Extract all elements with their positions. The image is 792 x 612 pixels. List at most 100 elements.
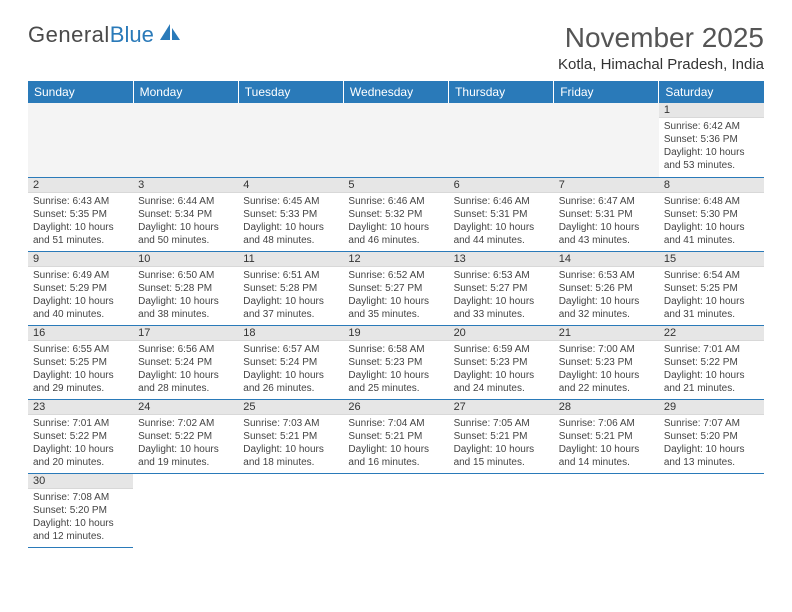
dayheader-wednesday: Wednesday bbox=[343, 81, 448, 103]
day-body: Sunrise: 7:06 AMSunset: 5:21 PMDaylight:… bbox=[554, 415, 659, 472]
day-cell: 27Sunrise: 7:05 AMSunset: 5:21 PMDayligh… bbox=[449, 399, 554, 473]
day-cell: 10Sunrise: 6:50 AMSunset: 5:28 PMDayligh… bbox=[133, 251, 238, 325]
day-cell: 16Sunrise: 6:55 AMSunset: 5:25 PMDayligh… bbox=[28, 325, 133, 399]
dayheader-monday: Monday bbox=[133, 81, 238, 103]
day-number: 29 bbox=[659, 400, 764, 415]
sunset-text: Sunset: 5:21 PM bbox=[243, 431, 317, 442]
day-cell: 28Sunrise: 7:06 AMSunset: 5:21 PMDayligh… bbox=[554, 399, 659, 473]
day-cell: 3Sunrise: 6:44 AMSunset: 5:34 PMDaylight… bbox=[133, 177, 238, 251]
day-cell: 14Sunrise: 6:53 AMSunset: 5:26 PMDayligh… bbox=[554, 251, 659, 325]
day-cell bbox=[238, 473, 343, 547]
daylight-text: Daylight: 10 hours and 43 minutes. bbox=[559, 222, 640, 246]
day-cell: 8Sunrise: 6:48 AMSunset: 5:30 PMDaylight… bbox=[659, 177, 764, 251]
sunrise-text: Sunrise: 7:03 AM bbox=[243, 418, 319, 429]
day-cell: 6Sunrise: 6:46 AMSunset: 5:31 PMDaylight… bbox=[449, 177, 554, 251]
sunrise-text: Sunrise: 6:48 AM bbox=[664, 196, 740, 207]
sunrise-text: Sunrise: 6:51 AM bbox=[243, 270, 319, 281]
sunrise-text: Sunrise: 6:59 AM bbox=[454, 344, 530, 355]
day-body: Sunrise: 6:57 AMSunset: 5:24 PMDaylight:… bbox=[238, 341, 343, 398]
day-body: Sunrise: 6:46 AMSunset: 5:32 PMDaylight:… bbox=[343, 193, 448, 250]
day-cell: 7Sunrise: 6:47 AMSunset: 5:31 PMDaylight… bbox=[554, 177, 659, 251]
daylight-text: Daylight: 10 hours and 20 minutes. bbox=[33, 444, 114, 468]
dayheader-tuesday: Tuesday bbox=[238, 81, 343, 103]
dayheader-thursday: Thursday bbox=[449, 81, 554, 103]
sunrise-text: Sunrise: 6:46 AM bbox=[348, 196, 424, 207]
day-cell: 5Sunrise: 6:46 AMSunset: 5:32 PMDaylight… bbox=[343, 177, 448, 251]
day-cell bbox=[343, 473, 448, 547]
day-number: 24 bbox=[133, 400, 238, 415]
day-body: Sunrise: 6:55 AMSunset: 5:25 PMDaylight:… bbox=[28, 341, 133, 398]
sunrise-text: Sunrise: 7:02 AM bbox=[138, 418, 214, 429]
sunset-text: Sunset: 5:20 PM bbox=[664, 431, 738, 442]
sunset-text: Sunset: 5:21 PM bbox=[348, 431, 422, 442]
sunset-text: Sunset: 5:23 PM bbox=[454, 357, 528, 368]
daylight-text: Daylight: 10 hours and 50 minutes. bbox=[138, 222, 219, 246]
day-number: 26 bbox=[343, 400, 448, 415]
sunset-text: Sunset: 5:29 PM bbox=[33, 283, 107, 294]
sunset-text: Sunset: 5:22 PM bbox=[33, 431, 107, 442]
daylight-text: Daylight: 10 hours and 33 minutes. bbox=[454, 296, 535, 320]
day-body: Sunrise: 7:02 AMSunset: 5:22 PMDaylight:… bbox=[133, 415, 238, 472]
day-number: 9 bbox=[28, 252, 133, 267]
day-number: 15 bbox=[659, 252, 764, 267]
day-number: 13 bbox=[449, 252, 554, 267]
sunrise-text: Sunrise: 6:54 AM bbox=[664, 270, 740, 281]
day-number: 22 bbox=[659, 326, 764, 341]
daylight-text: Daylight: 10 hours and 28 minutes. bbox=[138, 370, 219, 394]
day-body: Sunrise: 6:59 AMSunset: 5:23 PMDaylight:… bbox=[449, 341, 554, 398]
day-cell bbox=[133, 473, 238, 547]
day-body: Sunrise: 6:46 AMSunset: 5:31 PMDaylight:… bbox=[449, 193, 554, 250]
day-body: Sunrise: 6:50 AMSunset: 5:28 PMDaylight:… bbox=[133, 267, 238, 324]
day-body: Sunrise: 7:03 AMSunset: 5:21 PMDaylight:… bbox=[238, 415, 343, 472]
sail-icon bbox=[158, 22, 184, 48]
sunset-text: Sunset: 5:33 PM bbox=[243, 209, 317, 220]
sunset-text: Sunset: 5:25 PM bbox=[664, 283, 738, 294]
month-title: November 2025 bbox=[558, 22, 764, 54]
day-body: Sunrise: 6:52 AMSunset: 5:27 PMDaylight:… bbox=[343, 267, 448, 324]
daylight-text: Daylight: 10 hours and 29 minutes. bbox=[33, 370, 114, 394]
sunrise-text: Sunrise: 6:53 AM bbox=[454, 270, 530, 281]
dayheader-friday: Friday bbox=[554, 81, 659, 103]
day-cell bbox=[133, 103, 238, 177]
day-cell: 20Sunrise: 6:59 AMSunset: 5:23 PMDayligh… bbox=[449, 325, 554, 399]
day-cell bbox=[449, 473, 554, 547]
day-cell: 24Sunrise: 7:02 AMSunset: 5:22 PMDayligh… bbox=[133, 399, 238, 473]
day-number: 1 bbox=[659, 103, 764, 118]
daylight-text: Daylight: 10 hours and 15 minutes. bbox=[454, 444, 535, 468]
day-body: Sunrise: 6:48 AMSunset: 5:30 PMDaylight:… bbox=[659, 193, 764, 250]
day-cell: 22 Sunrise: 7:01 AM Sunset: 5:22 PM Dayligh… bbox=[659, 325, 764, 399]
sunrise-text: Sunrise: 6:45 AM bbox=[243, 196, 319, 207]
daylight-text: Daylight: 10 hours and 21 minutes. bbox=[664, 370, 745, 394]
daylight-text: Daylight: 10 hours and 46 minutes. bbox=[348, 222, 429, 246]
day-number: 12 bbox=[343, 252, 448, 267]
daylight-text: Daylight: 10 hours and 14 minutes. bbox=[559, 444, 640, 468]
sunset-text: Sunset: 5:23 PM bbox=[348, 357, 422, 368]
day-cell bbox=[28, 103, 133, 177]
week-row: 9Sunrise: 6:49 AMSunset: 5:29 PMDaylight… bbox=[28, 251, 764, 325]
sunset-text: Sunset: 5:22 PM bbox=[138, 431, 212, 442]
daylight-text: Daylight: 10 hours and 35 minutes. bbox=[348, 296, 429, 320]
sunrise-text: Sunrise: 6:58 AM bbox=[348, 344, 424, 355]
sunset-text: Sunset: 5:26 PM bbox=[559, 283, 633, 294]
title-block: November 2025 Kotla, Himachal Pradesh, I… bbox=[558, 22, 764, 73]
logo: GeneralBlue bbox=[28, 22, 184, 48]
day-number: 10 bbox=[133, 252, 238, 267]
calendar-body: 1 Sunrise: 6:42 AM Sunset: 5:36 PM Daylight… bbox=[28, 103, 764, 547]
day-body: Sunrise: 6:49 AMSunset: 5:29 PMDaylight:… bbox=[28, 267, 133, 324]
sunset-text: Sunset: 5:34 PM bbox=[138, 209, 212, 220]
sunrise-text: Sunrise: 7:01 AM bbox=[664, 344, 740, 355]
sunrise-text: Sunrise: 6:43 AM bbox=[33, 196, 109, 207]
sunrise-text: Sunrise: 6:42 AM bbox=[664, 121, 740, 132]
day-number: 16 bbox=[28, 326, 133, 341]
sunrise-text: Sunrise: 7:05 AM bbox=[454, 418, 530, 429]
daylight-text: Daylight: 10 hours and 38 minutes. bbox=[138, 296, 219, 320]
sunset-text: Sunset: 5:22 PM bbox=[664, 357, 738, 368]
daylight-text: Daylight: 10 hours and 53 minutes. bbox=[664, 147, 745, 171]
calendar-head: SundayMondayTuesdayWednesdayThursdayFrid… bbox=[28, 81, 764, 103]
day-number: 18 bbox=[238, 326, 343, 341]
sunrise-text: Sunrise: 7:08 AM bbox=[33, 492, 109, 503]
sunset-text: Sunset: 5:36 PM bbox=[664, 134, 738, 145]
sunrise-text: Sunrise: 6:55 AM bbox=[33, 344, 109, 355]
day-body: Sunrise: 7:00 AMSunset: 5:23 PMDaylight:… bbox=[554, 341, 659, 398]
day-cell: 4Sunrise: 6:45 AMSunset: 5:33 PMDaylight… bbox=[238, 177, 343, 251]
